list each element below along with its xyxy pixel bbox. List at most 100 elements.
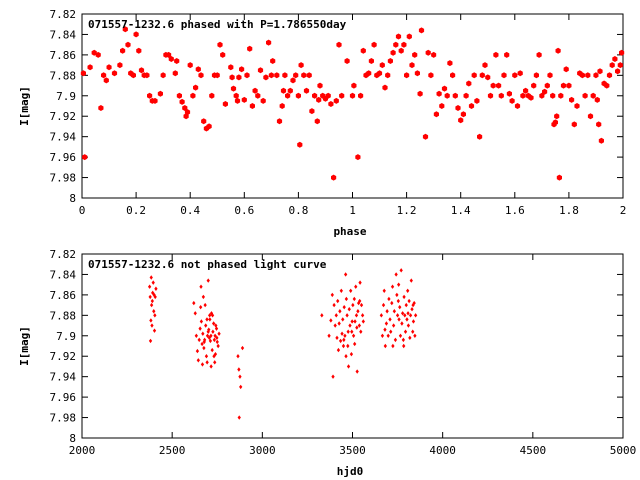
data-point <box>493 51 499 58</box>
data-point <box>408 313 413 318</box>
data-point <box>450 72 456 79</box>
data-point <box>349 351 354 357</box>
data-point <box>202 339 206 345</box>
data-point <box>274 72 280 79</box>
x-tick-label: 3500 <box>339 444 366 457</box>
data-point <box>184 109 191 116</box>
data-point <box>398 333 403 338</box>
data-point <box>498 92 504 99</box>
data-point <box>195 348 200 354</box>
x-tick-label: 0.4 <box>180 204 200 217</box>
data-point <box>397 317 401 322</box>
data-point <box>222 101 228 107</box>
data-point <box>358 280 362 285</box>
data-point <box>355 369 359 374</box>
data-point <box>236 74 242 81</box>
data-point <box>247 45 253 52</box>
data-points <box>80 26 625 181</box>
data-point <box>249 103 255 109</box>
data-point <box>401 41 407 48</box>
data-point <box>285 92 291 99</box>
data-point <box>190 92 196 99</box>
data-point <box>380 333 385 338</box>
y-tick-label: 7.96 <box>50 391 77 404</box>
data-point <box>198 326 202 331</box>
data-point <box>220 51 226 58</box>
data-point <box>95 51 101 58</box>
data-point <box>332 302 336 308</box>
data-point <box>213 360 217 365</box>
y-tick-label: 7.86 <box>50 49 77 62</box>
data-point <box>523 87 529 94</box>
y-tick-label: 7.98 <box>50 412 77 425</box>
data-point <box>316 96 322 103</box>
y-tick-label: 7.9 <box>56 90 76 103</box>
data-point <box>301 72 307 79</box>
data-point <box>147 92 153 99</box>
data-point <box>360 47 366 54</box>
data-point <box>418 27 425 34</box>
data-point <box>509 97 515 104</box>
data-point <box>111 70 118 77</box>
y-tick-label: 7.98 <box>50 172 77 185</box>
y-axis-label: I[mag] <box>18 86 31 126</box>
data-point <box>410 307 414 312</box>
data-point <box>210 347 214 353</box>
data-point <box>351 302 355 308</box>
data-point <box>209 92 215 99</box>
data-point <box>474 97 480 104</box>
data-point <box>594 96 600 103</box>
data-point <box>382 84 388 91</box>
data-point <box>150 298 154 304</box>
data-point <box>206 123 212 130</box>
data-point <box>357 323 362 328</box>
data-point <box>593 72 599 79</box>
data-point <box>192 300 196 306</box>
data-point <box>406 311 410 316</box>
data-point <box>151 280 155 285</box>
data-point <box>187 62 193 69</box>
data-point <box>200 362 205 367</box>
x-axis-label: phase <box>333 225 366 238</box>
data-point <box>343 272 348 277</box>
data-point <box>558 92 564 99</box>
data-point <box>354 313 359 318</box>
data-point <box>411 319 416 324</box>
y-tick-label: 8 <box>69 432 76 445</box>
data-point <box>212 337 217 343</box>
data-point <box>154 286 158 291</box>
data-point <box>597 68 603 75</box>
data-point <box>199 319 204 324</box>
data-point <box>238 374 242 379</box>
data-point <box>228 64 234 71</box>
data-point <box>355 154 361 161</box>
data-point <box>117 62 123 69</box>
data-point <box>236 354 240 359</box>
data-point <box>379 313 384 318</box>
x-tick-label: 0.2 <box>126 204 146 217</box>
data-point <box>149 318 153 323</box>
data-point <box>407 298 411 304</box>
data-point <box>397 282 401 287</box>
data-point <box>350 329 354 334</box>
data-point <box>211 321 216 326</box>
data-point <box>182 105 188 111</box>
y-tick-label: 7.9 <box>56 330 76 343</box>
data-point <box>615 68 621 75</box>
data-point <box>406 288 410 293</box>
data-point <box>482 62 488 69</box>
data-point <box>98 105 104 111</box>
data-point <box>208 313 212 318</box>
data-point <box>413 333 417 338</box>
data-point <box>338 309 342 314</box>
data-point <box>206 278 210 283</box>
data-point <box>215 339 219 345</box>
data-point <box>237 367 241 372</box>
data-point <box>172 70 178 77</box>
data-point <box>345 313 349 318</box>
data-point <box>91 49 97 56</box>
data-point <box>152 328 157 333</box>
data-point <box>574 103 580 109</box>
data-point <box>358 298 362 304</box>
y-tick-label: 7.86 <box>50 289 77 302</box>
